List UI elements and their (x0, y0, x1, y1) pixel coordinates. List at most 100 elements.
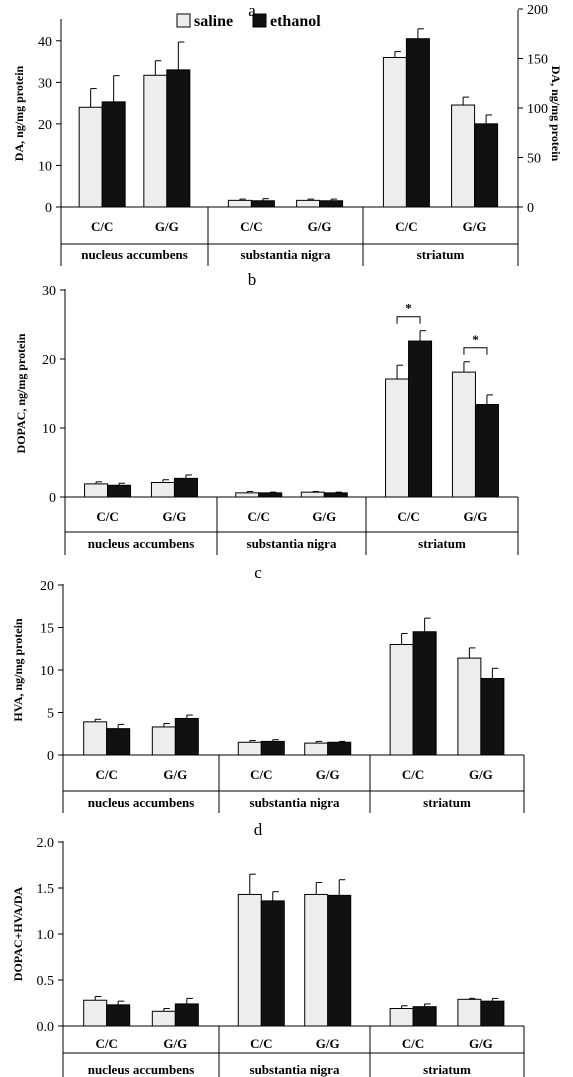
bar-saline (151, 1010, 176, 1027)
x-group-label: nucleus accumbens (88, 1062, 195, 1077)
y-right-tick-label: 0 (527, 201, 534, 216)
x-category-label: G/G (469, 767, 493, 782)
legend-swatch-ethanol (252, 13, 267, 28)
legend-label-ethanol: ethanol (270, 13, 321, 30)
x-group-label: substantia nigra (250, 1062, 340, 1077)
bar-ethanol (174, 717, 199, 756)
x-category-label: G/G (312, 509, 336, 524)
x-category-label: G/G (308, 219, 332, 234)
panel-letter-a: a (248, 1, 256, 20)
x-category-label: C/C (250, 1036, 272, 1051)
bar-ethanol (319, 200, 344, 208)
chart-panel-d: d 0.0 0.5 1.0 1.5 2.0 DOPAC+HVA/DA C/C G/G nucleu… (11, 820, 525, 1077)
bar-ethanol (166, 69, 191, 208)
y-tick-label: 5 (47, 707, 54, 722)
y-tick-label: 10 (38, 159, 52, 174)
significance-bracket (396, 316, 421, 324)
bar-saline (143, 74, 168, 208)
y-tick-label: 0 (45, 201, 52, 216)
x-group-label: nucleus accumbens (88, 536, 195, 551)
bar-saline (83, 721, 108, 756)
panel-letter-b: b (248, 270, 257, 289)
bar-saline (389, 1008, 414, 1027)
y-tick-label: 1.5 (37, 882, 55, 897)
bar-ethanol (405, 38, 430, 208)
chart-panel-a: a 0 10 20 30 40 DA, ng/mg protein 0 50 100 150 200 D… (12, 1, 563, 266)
panel-letter-c: c (254, 563, 262, 582)
significance-star: * (472, 332, 479, 347)
bar-ethanol (250, 200, 275, 208)
x-category-label: C/C (96, 509, 118, 524)
y-tick-label: 1.0 (37, 928, 55, 943)
x-group-label: striatum (423, 795, 471, 810)
bar-saline (304, 893, 329, 1027)
x-category-label: C/C (240, 219, 262, 234)
bar-saline (235, 492, 260, 498)
bar-ethanol (106, 728, 131, 756)
y-tick-label: 10 (42, 422, 56, 437)
bar-saline (151, 726, 176, 756)
y-right-tick-label: 100 (527, 102, 548, 117)
bar-ethanol (258, 492, 283, 498)
bar-ethanol (474, 404, 499, 498)
bar-ethanol (101, 101, 126, 208)
x-category-label: C/C (402, 767, 424, 782)
x-category-label: G/G (464, 509, 488, 524)
y-tick-label: 0.0 (37, 1020, 55, 1035)
bar-ethanol (106, 1004, 131, 1027)
x-category-label: C/C (95, 1036, 117, 1051)
x-category-label: C/C (395, 219, 417, 234)
x-category-label: G/G (316, 1036, 340, 1051)
bar-saline (78, 106, 103, 208)
x-category-label: G/G (155, 219, 179, 234)
x-category-label: G/G (163, 767, 187, 782)
x-group-label: striatum (418, 536, 466, 551)
x-category-label: C/C (248, 509, 270, 524)
bar-ethanol (480, 1000, 505, 1027)
x-category-label: C/C (95, 767, 117, 782)
legend-swatch-saline (176, 13, 191, 28)
bar-ethanol (323, 492, 348, 498)
y-tick-label: 30 (42, 284, 56, 299)
bar-saline (227, 199, 252, 208)
y-tick-label: 2.0 (37, 836, 55, 851)
significance-bracket (463, 347, 488, 355)
x-category-label: G/G (469, 1036, 493, 1051)
y-axis-label: DOPAC+HVA/DA (11, 886, 25, 981)
x-group-label: nucleus accumbens (81, 247, 188, 262)
x-category-label: G/G (463, 219, 487, 234)
y-axis-label: DA, ng/mg protein (12, 65, 26, 161)
x-category-label: G/G (163, 1036, 187, 1051)
x-group-label: nucleus accumbens (88, 795, 195, 810)
x-category-label: G/G (316, 767, 340, 782)
y-tick-label: 10 (40, 664, 54, 679)
bar-saline (451, 104, 476, 208)
x-category-label: C/C (250, 767, 272, 782)
y-tick-label: 0 (49, 491, 56, 506)
bar-saline (84, 483, 109, 498)
bar-saline (457, 998, 482, 1027)
x-group-label: striatum (423, 1062, 471, 1077)
bar-ethanol (260, 740, 285, 756)
x-group-label: substantia nigra (241, 247, 331, 262)
y-axis-label: DOPAC, ng/mg protein (14, 333, 28, 453)
x-category-label: C/C (91, 219, 113, 234)
bar-ethanol (412, 1006, 437, 1027)
bar-saline (237, 893, 262, 1027)
y-tick-label: 20 (40, 579, 54, 594)
bar-ethanol (412, 631, 437, 756)
x-category-label: C/C (397, 509, 419, 524)
x-group-label: striatum (417, 247, 465, 262)
y-right-tick-label: 50 (527, 152, 541, 167)
bar-ethanol (173, 477, 198, 498)
legend: saline ethanol (176, 13, 321, 30)
bar-saline (150, 482, 175, 498)
bar-saline (457, 657, 482, 756)
bar-ethanol (474, 123, 499, 208)
y-axis-right-label: DA, ng/mg protein (549, 66, 563, 162)
y-right-tick-label: 200 (527, 3, 548, 18)
bar-ethanol (480, 678, 505, 756)
y-axis-label: HVA, ng/mg protein (11, 618, 25, 722)
